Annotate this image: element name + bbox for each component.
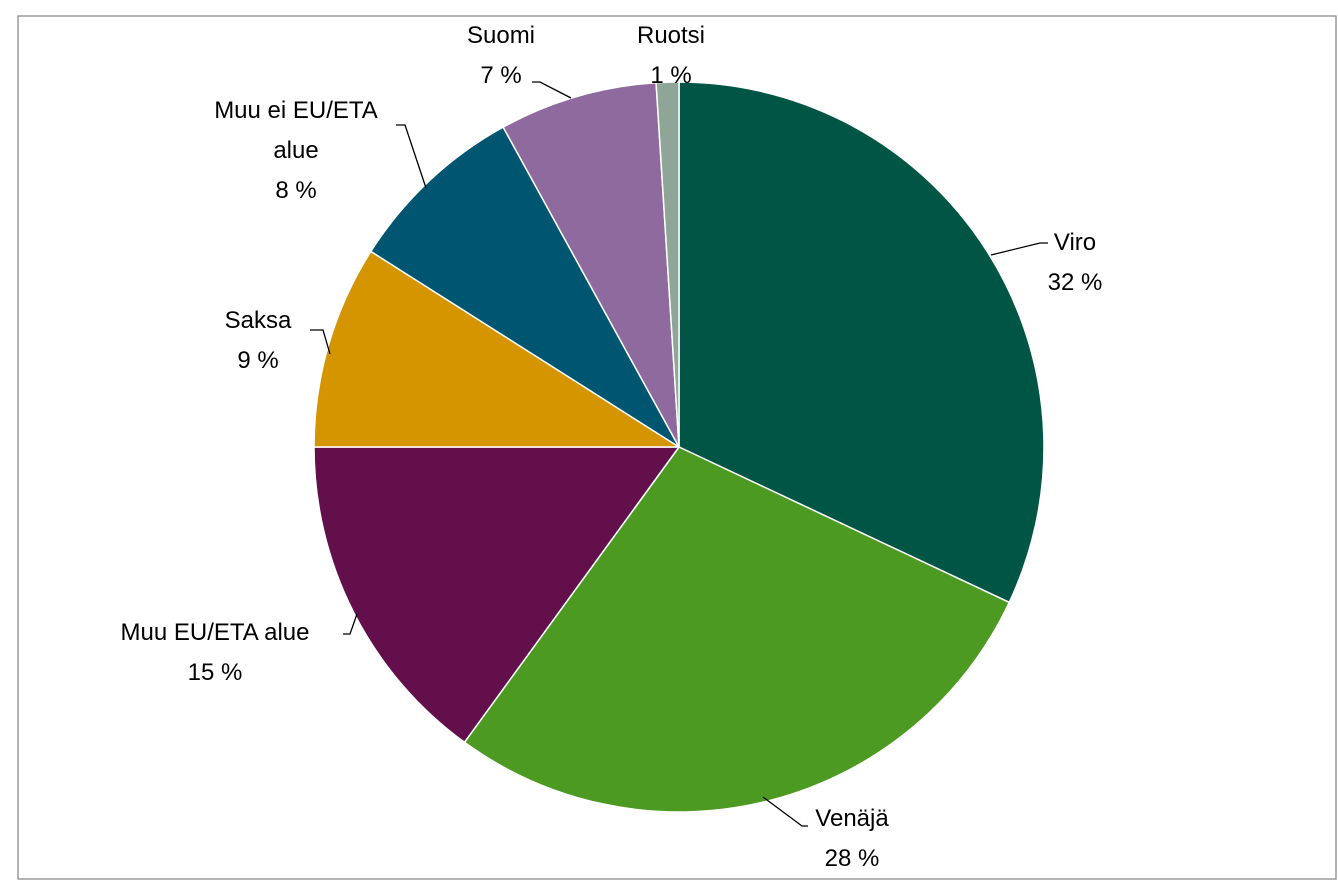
slice-category-label: Venäjä: [815, 805, 889, 832]
slice-category-label: Ruotsi: [637, 22, 705, 49]
slice-value-label: 15 %: [188, 659, 243, 686]
pie-slice-saksa: [313, 250, 682, 448]
pie-slice-venäjä: [463, 446, 1011, 813]
slice-value-label: 1 %: [650, 62, 691, 89]
slice-value-label: 32 %: [1048, 269, 1103, 296]
slice-category-label: alue: [273, 137, 318, 164]
pie-slice-ruotsi: [655, 81, 680, 448]
leader-line: [343, 613, 358, 635]
pie-slice-viro: [678, 81, 1045, 604]
slice-category-label: Suomi: [467, 22, 535, 49]
slice-value-label: 8 %: [275, 177, 316, 204]
leader-line: [532, 81, 572, 99]
pie-slice-suomi: [502, 81, 680, 448]
leader-line: [310, 329, 331, 355]
leader-line: [762, 796, 808, 827]
pie-slice-muu-eu-eta-alue: [313, 446, 681, 744]
slice-value-label: 28 %: [825, 845, 880, 872]
leader-lines: [310, 81, 1048, 827]
pie-slices: [313, 81, 1045, 813]
slice-category-label: Viro: [1054, 229, 1096, 256]
slice-category-label: Saksa: [225, 307, 292, 334]
slice-value-label: 9 %: [237, 347, 278, 374]
slice-category-label: Muu ei EU/ETA: [214, 97, 378, 124]
leader-line: [396, 124, 427, 189]
pie-slice-muu-ei-eu-eta-alue: [369, 126, 680, 448]
slice-category-label: Muu EU/ETA alue: [121, 619, 310, 646]
slice-value-label: 7 %: [480, 62, 521, 89]
leader-line: [990, 242, 1048, 256]
slice-labels: Viro 32 % Venäjä 28 % Muu EU/ETA alue 15 % Sak…: [121, 22, 1103, 872]
